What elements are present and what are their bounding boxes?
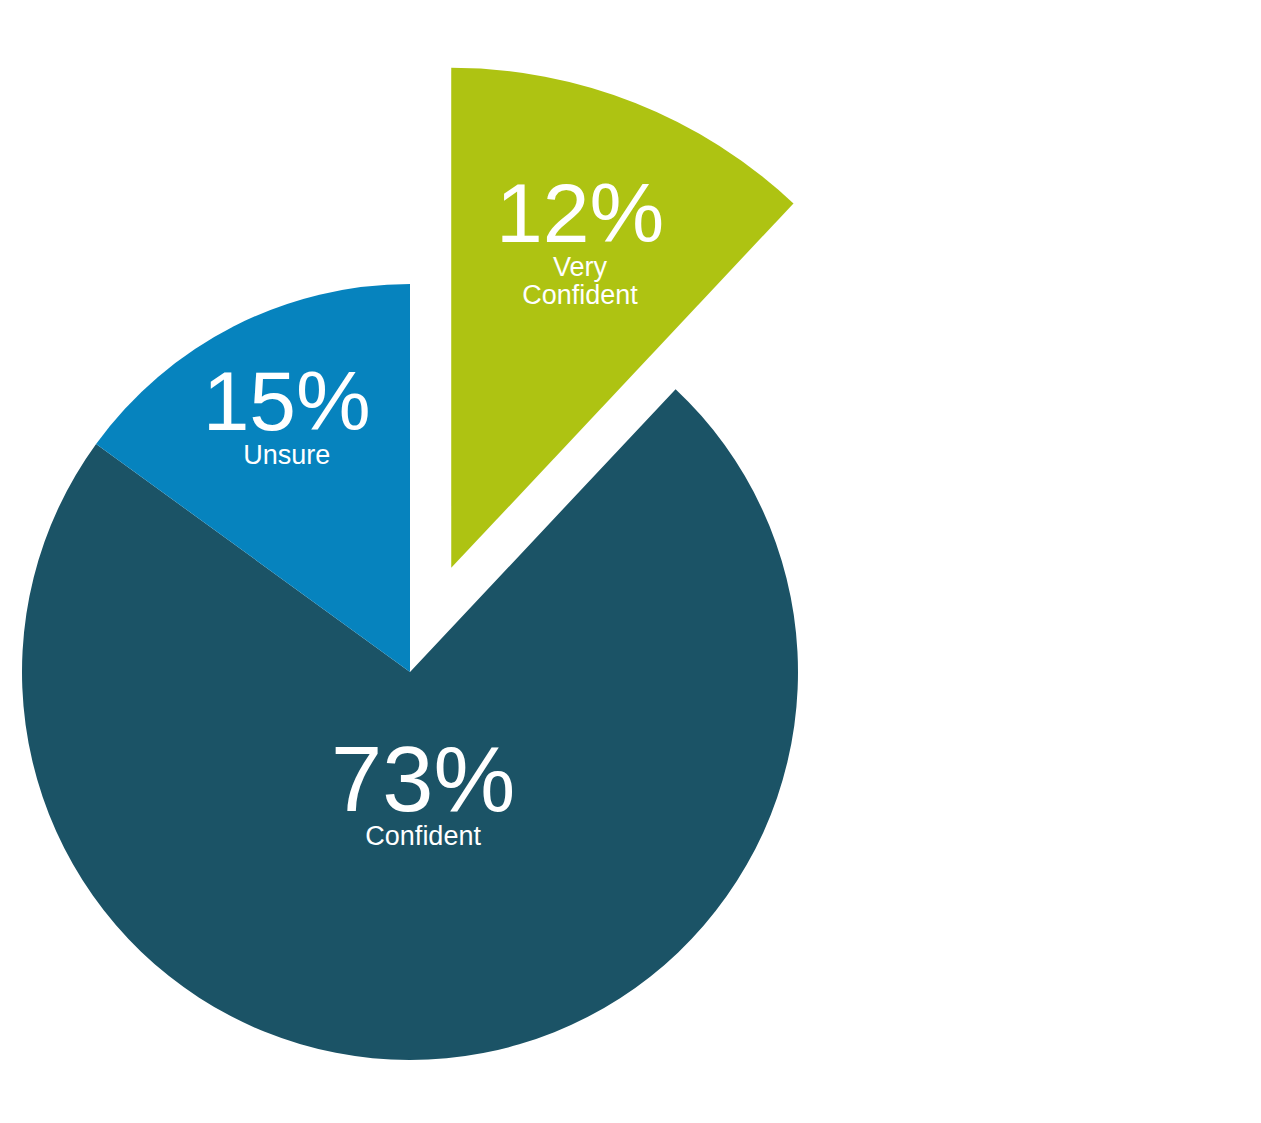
svg-text:73%Confident: 73%Confident	[331, 728, 515, 851]
svg-text:15%Unsure: 15%Unsure	[203, 354, 371, 470]
svg-text:12%VeryConfident: 12%VeryConfident	[496, 166, 664, 310]
